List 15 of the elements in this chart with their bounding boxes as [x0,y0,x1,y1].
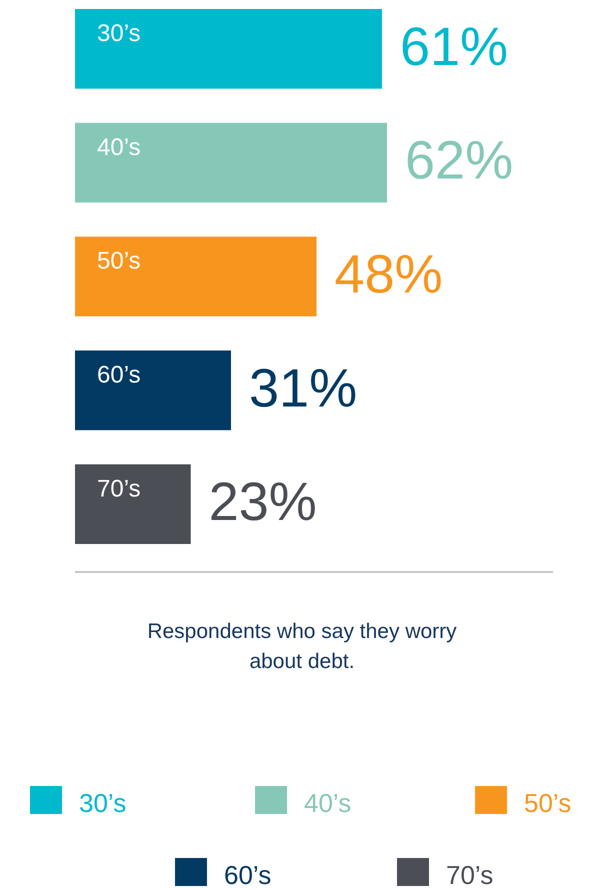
y-tick-label: 70’s [97,475,141,502]
data-label: 61% [400,16,508,77]
data-label: 48% [334,244,443,304]
legend-label: 70’s [446,860,494,889]
text: Respondents who say they worry about debt. [147,620,458,673]
y-tick-label: 60’s [97,361,141,388]
legend-label: 40’s [304,788,352,818]
y-tick-label: 40’s [97,134,141,161]
legend-label: 60’s [224,860,272,889]
data-label: 31% [249,358,358,418]
y-tick-label: 30’s [97,20,141,47]
data-label: 23% [208,472,317,532]
legend-label: 50’s [524,788,572,818]
y-tick-label: 50’s [97,248,141,275]
data-label: 62% [405,130,514,191]
